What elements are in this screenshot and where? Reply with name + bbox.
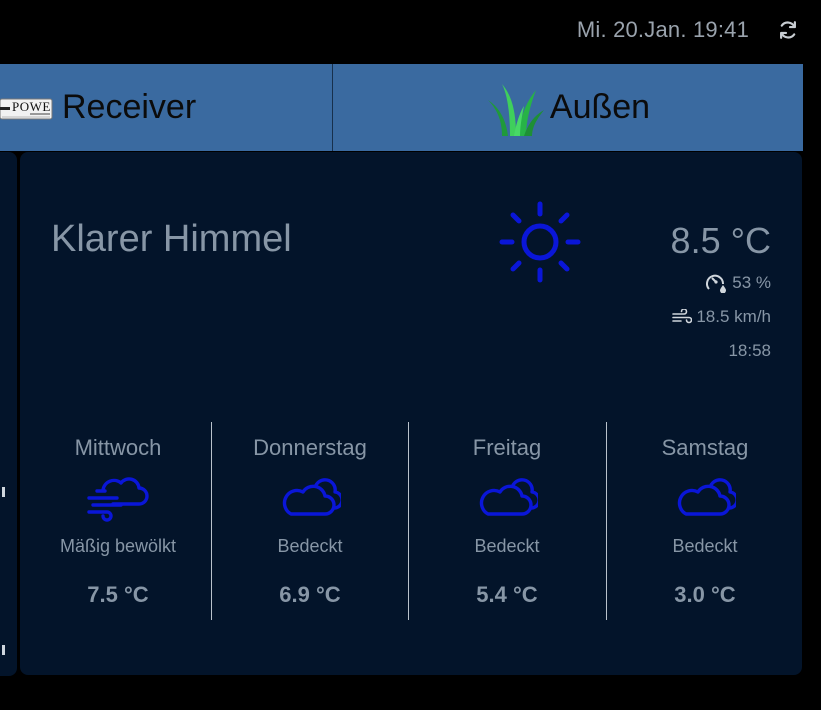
forecast-day-name: Freitag — [472, 435, 542, 460]
forecast: Mittwoch Mäßig bewölkt 7.5 °C Donnerstag — [20, 422, 802, 622]
forecast-temperature: 6.9 °C — [279, 582, 341, 607]
tab-receiver[interactable]: POWE Receiver — [0, 64, 332, 151]
receiver-icon: POWE — [0, 93, 54, 123]
forecast-day: Freitag Bedeckt 5.4 °C — [409, 422, 605, 622]
sun-icon — [499, 201, 581, 283]
tab-bar: POWE Receiver Außen — [0, 64, 803, 151]
forecast-divider — [408, 422, 409, 620]
strip-mark — [2, 645, 5, 655]
forecast-description: Bedeckt — [474, 536, 540, 556]
tab-aussen-label: Außen — [549, 88, 651, 126]
forecast-day-name: Donnerstag — [253, 435, 367, 460]
weather-card: Klarer Himmel 8.5 °C 53 % — [20, 152, 802, 675]
forecast-temperature: 3.0 °C — [674, 582, 736, 607]
forecast-day: Mittwoch Mäßig bewölkt 7.5 °C — [20, 422, 216, 622]
wind-value: 18.5 km/h — [696, 307, 771, 326]
datetime: Mi. 20.Jan. 19:41 — [576, 17, 749, 42]
forecast-divider — [606, 422, 607, 620]
current-temperature: 8.5 °C — [670, 220, 771, 261]
forecast-description: Bedeckt — [277, 536, 343, 556]
cloud-icon — [677, 478, 736, 516]
wind-icon — [672, 309, 693, 324]
forecast-divider — [211, 422, 212, 620]
wind-cloud-icon — [87, 477, 149, 522]
cloud-icon — [479, 478, 538, 516]
previous-card-edge — [0, 152, 17, 676]
strip-mark — [2, 487, 5, 497]
forecast-day-name: Mittwoch — [74, 435, 162, 460]
tab-aussen[interactable]: Außen — [333, 64, 803, 151]
forecast-day: Donnerstag Bedeckt 6.9 °C — [212, 422, 408, 622]
forecast-temperature: 5.4 °C — [476, 582, 538, 607]
observation-time: 18:58 — [728, 341, 771, 360]
forecast-description: Mäßig bewölkt — [59, 536, 177, 556]
humidity-gauge-icon — [706, 274, 727, 293]
current-condition: Klarer Himmel — [51, 218, 292, 260]
forecast-description: Bedeckt — [672, 536, 738, 556]
tab-divider — [332, 64, 333, 151]
refresh-icon[interactable] — [777, 19, 799, 41]
forecast-temperature: 7.5 °C — [87, 582, 149, 607]
cloud-icon — [282, 478, 341, 516]
humidity: 53 % — [706, 273, 771, 293]
tab-receiver-label: Receiver — [62, 88, 197, 126]
forecast-day-name: Samstag — [661, 435, 749, 460]
grass-icon — [487, 83, 544, 136]
wind: 18.5 km/h — [672, 307, 771, 327]
top-bar: Mi. 20.Jan. 19:41 — [0, 0, 821, 62]
forecast-day: Samstag Bedeckt 3.0 °C — [607, 422, 803, 622]
receiver-logo-text: POWE — [12, 98, 51, 114]
humidity-value: 53 % — [732, 273, 771, 292]
